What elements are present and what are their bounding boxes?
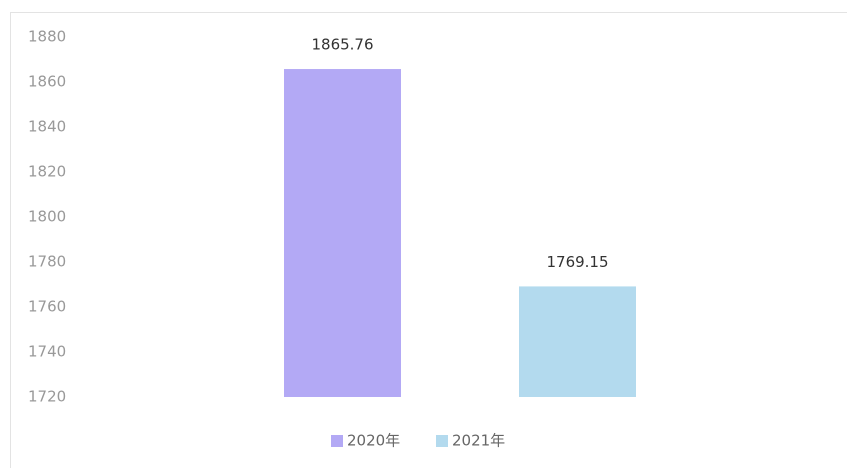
y-tick-label: 1800 xyxy=(28,208,66,226)
y-tick-label: 1820 xyxy=(28,163,66,181)
y-tick-label: 1860 xyxy=(28,73,66,91)
data-label: 1769.15 xyxy=(546,253,608,271)
y-tick-label: 1880 xyxy=(28,28,66,46)
bar xyxy=(284,69,401,397)
y-tick-label: 1720 xyxy=(28,388,66,406)
y-tick-label: 1840 xyxy=(28,118,66,136)
bar xyxy=(519,286,636,397)
data-label: 1865.76 xyxy=(311,36,373,54)
y-tick-label: 1760 xyxy=(28,298,66,316)
legend-swatch xyxy=(331,435,343,447)
legend-label: 2021年 xyxy=(452,432,505,450)
legend-swatch xyxy=(436,435,448,447)
y-tick-label: 1780 xyxy=(28,253,66,271)
panel-border xyxy=(10,12,847,468)
legend-label: 2020年 xyxy=(347,432,400,450)
y-tick-label: 1740 xyxy=(28,343,66,361)
